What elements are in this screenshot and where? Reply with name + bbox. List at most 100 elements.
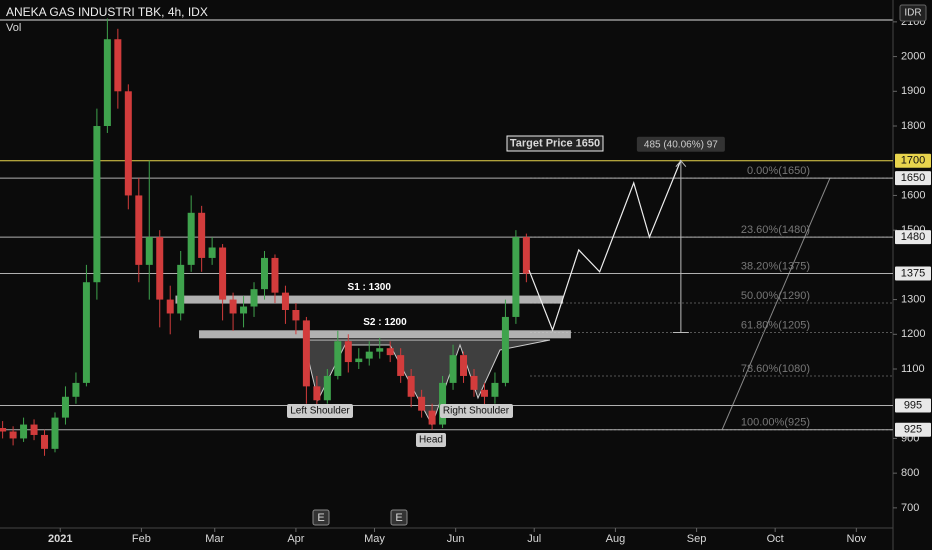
fib-label: 50.00%(1290): [741, 290, 810, 302]
x-tick-label: Nov: [847, 533, 867, 545]
right-shoulder-box: [440, 404, 513, 418]
candle-body: [124, 91, 132, 196]
x-tick-label: Oct: [767, 533, 784, 545]
candle-body: [135, 195, 143, 265]
candle-body: [397, 355, 405, 376]
candle-body: [480, 389, 488, 397]
candle-body: [72, 382, 80, 397]
x-tick-label: Jul: [527, 533, 541, 545]
price-line-label: 1700: [901, 155, 925, 167]
candle-body: [522, 237, 530, 274]
y-tick-label: 1600: [901, 189, 925, 201]
candle-body: [302, 320, 310, 387]
candle-body: [61, 396, 69, 418]
candle-body: [386, 348, 394, 356]
candle-body: [470, 375, 478, 390]
candle-body: [334, 341, 342, 376]
y-tick-label: 1800: [901, 120, 925, 132]
measure-label: 485 (40.06%) 97: [644, 139, 718, 150]
price-line-box: [895, 266, 931, 281]
candle-body: [512, 237, 520, 317]
price-line-box: [895, 398, 931, 413]
candle-body: [229, 299, 237, 314]
candle-body: [219, 247, 227, 300]
candle-body: [418, 396, 426, 411]
candle-body: [20, 424, 28, 439]
x-tick-label: Feb: [132, 533, 151, 545]
support-zone: [175, 295, 564, 304]
candle-body: [501, 316, 509, 383]
price-line-label: 1480: [901, 231, 925, 243]
candle-body: [51, 417, 59, 449]
left-shoulder-label: Left Shoulder: [290, 406, 350, 417]
support-zone: [199, 330, 571, 339]
y-tick-label: 1300: [901, 293, 925, 305]
earnings-label: E: [395, 512, 402, 524]
x-tick-label: May: [364, 533, 385, 545]
candle-body: [428, 410, 436, 425]
right-shoulder-label: Right Shoulder: [443, 406, 510, 417]
y-tick-label: 1900: [901, 85, 925, 97]
candle-body: [323, 375, 331, 401]
zone-label: S2 : 1200: [363, 317, 407, 328]
candle-body: [240, 306, 248, 314]
y-tick-label: 2000: [901, 50, 925, 62]
candle-body: [145, 237, 153, 265]
fib-label: 61.80%(1205): [741, 319, 810, 331]
candle-body: [449, 355, 457, 383]
candle-body: [198, 212, 206, 258]
measure-arrow: [675, 159, 687, 168]
candle-body: [82, 282, 90, 383]
candle-body: [365, 351, 373, 359]
fib-label: 23.60%(1480): [741, 224, 810, 236]
x-tick-label: Jun: [447, 533, 465, 545]
candle-body: [9, 431, 17, 439]
price-line-box: [895, 422, 931, 437]
y-tick-label: 700: [901, 502, 919, 514]
candle-body: [313, 386, 321, 401]
candle-body: [271, 257, 279, 293]
y-tick-label: 800: [901, 467, 919, 479]
candle-body: [439, 382, 447, 425]
candle-body: [93, 126, 101, 283]
price-line-label: 1375: [901, 267, 925, 279]
head-label: Head: [419, 435, 443, 446]
fib-label: 100.00%(925): [741, 417, 810, 429]
x-tick-label: Sep: [687, 533, 707, 545]
left-shoulder-box: [287, 404, 353, 418]
candle-body: [460, 355, 468, 376]
fib-label: 0.00%(1650): [747, 165, 810, 177]
currency-box: [899, 4, 927, 22]
candle-body: [177, 264, 185, 314]
indicator-label: Vol: [6, 22, 21, 34]
candle-body: [30, 424, 38, 435]
price-line-label: 995: [904, 399, 922, 411]
candle-body: [376, 348, 384, 352]
target-box: [506, 135, 604, 152]
y-tick-label: 1200: [901, 328, 925, 340]
fib-label: 78.60%(1080): [741, 363, 810, 375]
candle-body: [491, 382, 499, 397]
candle-body: [41, 434, 49, 449]
price-line-label: 1650: [901, 172, 925, 184]
candle-body: [292, 309, 300, 321]
candle-body: [407, 375, 415, 397]
x-tick-label: 2021: [48, 533, 72, 545]
price-line-box: [895, 230, 931, 245]
earnings-marker: [390, 509, 408, 526]
x-tick-label: Aug: [606, 533, 626, 545]
candle-body: [0, 428, 7, 432]
fib-label: 38.20%(1375): [741, 260, 810, 272]
candle-body: [281, 292, 289, 310]
currency-label: IDR: [904, 8, 921, 19]
head-box: [416, 433, 446, 447]
target-label: Target Price 1650: [510, 137, 600, 149]
candle-body: [166, 299, 174, 314]
candle-body: [156, 237, 164, 300]
candle-body: [250, 289, 258, 307]
y-tick-label: 1100: [901, 363, 925, 375]
candle-body: [355, 358, 363, 363]
candle-body: [114, 39, 122, 92]
